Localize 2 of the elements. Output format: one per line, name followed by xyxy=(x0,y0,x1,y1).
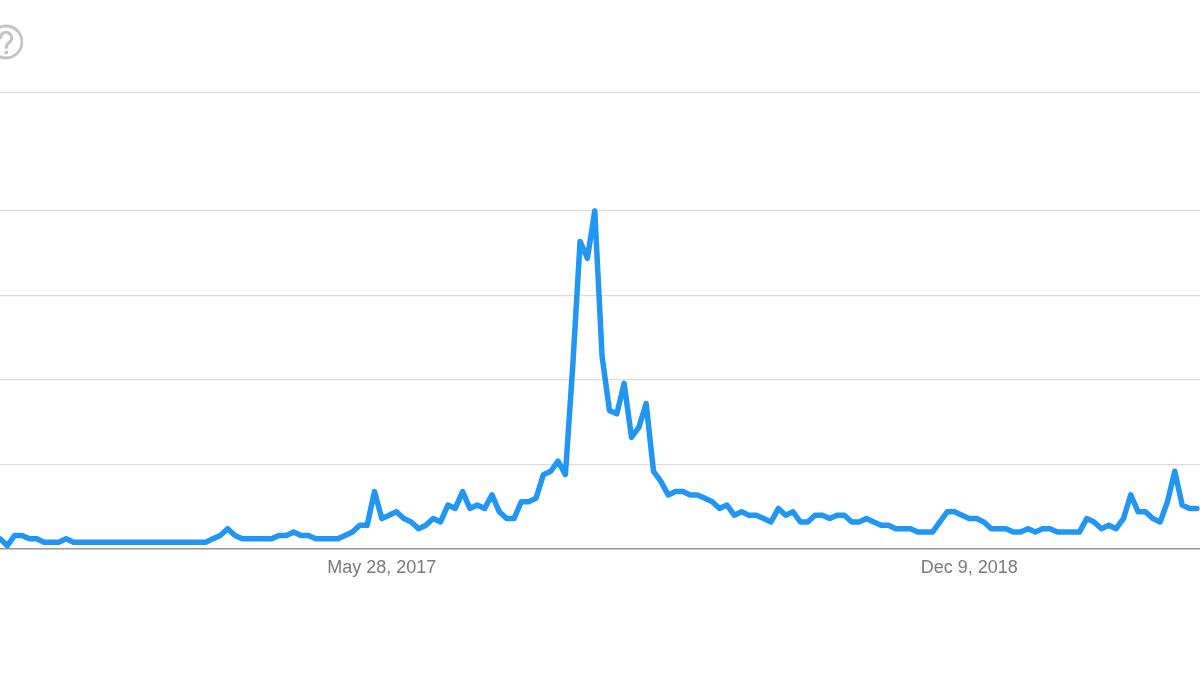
x-tick-label: Dec 9, 2018 xyxy=(920,556,1018,577)
x-tick-label: May 28, 2017 xyxy=(327,556,437,577)
